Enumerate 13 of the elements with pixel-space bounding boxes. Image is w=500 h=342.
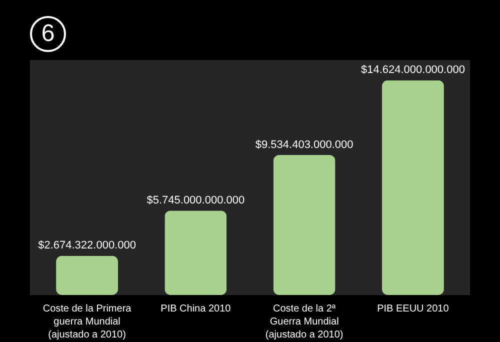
bar (382, 80, 444, 295)
x-tick-label: PIB EEUU 2010 (377, 304, 450, 314)
circle-icon: 6 (30, 16, 66, 52)
data-label: $9.534.403.000.000 (255, 138, 354, 151)
data-label: $14.624.000.000.000 (360, 64, 465, 76)
x-tick-label: Coste de la Primera guerra Mundial (ajustado a 2010) (42, 304, 132, 340)
bar (273, 154, 336, 295)
data-label: $2.674.322.000.000 (38, 240, 136, 252)
data-label: $5.745.000.000.000 (146, 194, 245, 207)
bar (164, 210, 227, 295)
x-tick-label: PIB China 2010 (160, 304, 232, 314)
bar (56, 256, 118, 295)
x-tick-label: Coste de la 2ª Guerra Mundial (ajustado a 2010) (265, 304, 344, 340)
